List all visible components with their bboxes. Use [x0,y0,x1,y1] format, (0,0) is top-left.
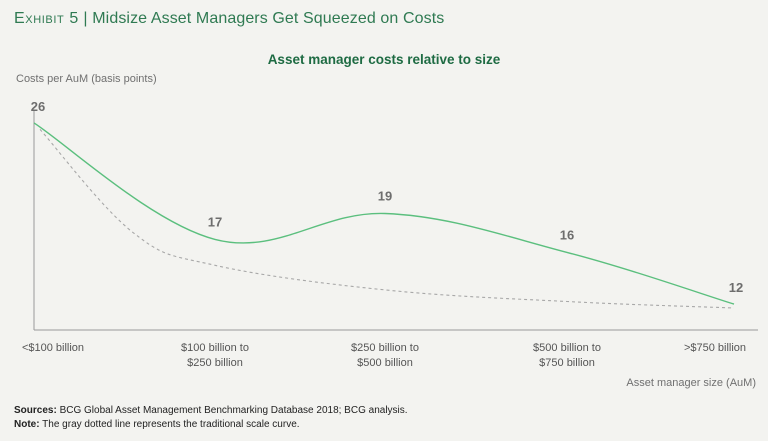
x-axis-label: Asset manager size (AuM) [626,377,756,389]
series-line-scale-curve [39,129,735,309]
chart-title: Asset manager costs relative to size [267,52,501,67]
x-tick-label: $500 billion to $750 billion [533,342,601,369]
x-tick-label: <$100 billion [21,342,85,354]
x-tick-label: >$750 billion [683,342,747,354]
sources-line: Sources: BCG Global Asset Management Ben… [14,404,408,418]
sources-text: BCG Global Asset Management Benchmarking… [59,405,408,416]
exhibit-heading: Midsize Asset Managers Get Squeezed on C… [92,10,445,27]
data-label: 26 [31,99,45,114]
exhibit-separator: | [83,10,88,27]
y-axis-label: Costs per AuM (basis points) [16,73,157,85]
note-label: Note: [14,419,40,430]
series-line-costs [33,122,735,305]
note-text: The gray dotted line represents the trad… [42,419,300,430]
note-line: Note: The gray dotted line represents th… [14,418,408,432]
x-tick-label: $100 billion to $250 billion [181,342,249,369]
x-tick-label: $250 billion to $500 billion [351,342,419,369]
footer: Sources: BCG Global Asset Management Ben… [14,404,408,432]
exhibit-label: Exhibit 5 [14,10,79,27]
data-label: 17 [208,214,222,229]
data-label: 19 [378,189,392,204]
data-label: 12 [729,280,743,295]
sources-label: Sources: [14,405,57,416]
exhibit-title: Exhibit 5 | Midsize Asset Managers Get S… [14,10,444,28]
data-label: 16 [560,227,574,242]
